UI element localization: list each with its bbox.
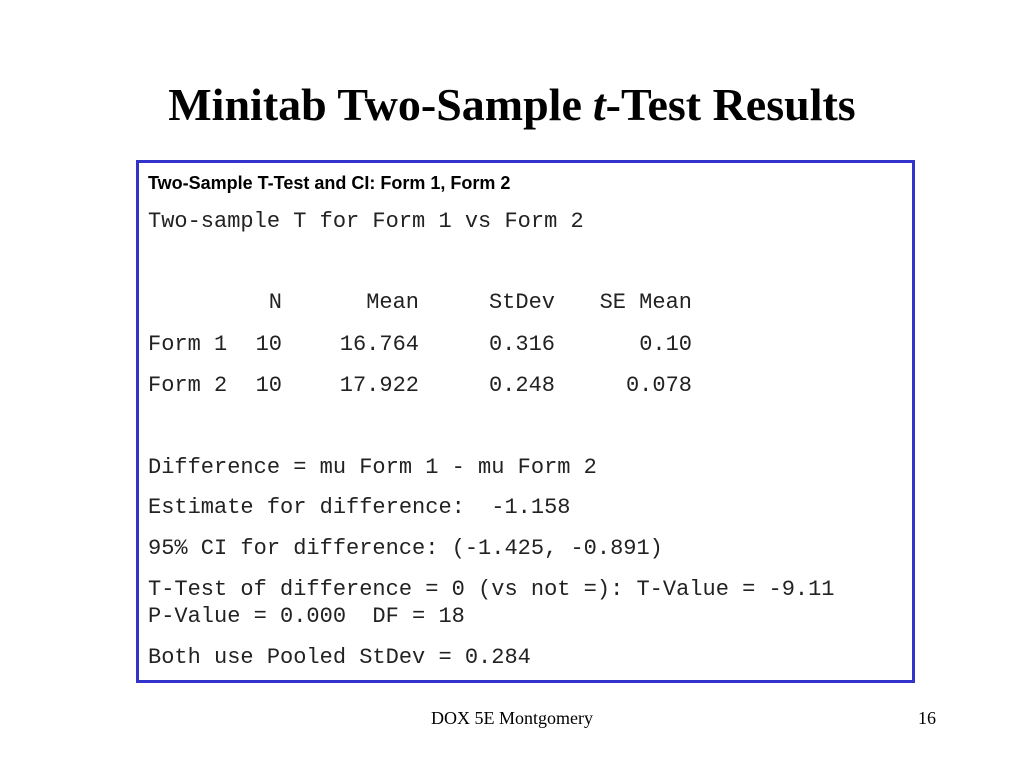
output-heading: Two-Sample T-Test and CI: Form 1, Form 2	[148, 173, 511, 193]
output-line: Difference = mu Form 1 - mu Form 2	[148, 455, 597, 480]
row-label: Form 2	[148, 373, 228, 398]
table-header: SE Mean	[599, 290, 692, 315]
title-text: Minitab Two-Sample	[168, 79, 582, 130]
output-line: Estimate for difference: -1.158	[148, 495, 571, 520]
title-text: -Test Results	[605, 79, 856, 130]
table-cell: 0.316	[488, 332, 555, 357]
output-line: T-Test of difference = 0 (vs not =): T-V…	[148, 577, 835, 602]
table-cell: 0.10	[639, 332, 692, 357]
output-line: 95% CI for difference: (-1.425, -0.891)	[148, 536, 663, 561]
table-header: StDev	[488, 290, 555, 315]
output-line: Both use Pooled StDev = 0.284	[148, 645, 531, 670]
table-cell: 0.078	[625, 373, 692, 398]
table-cell: 0.248	[488, 373, 555, 398]
footer-text: DOX 5E Montgomery	[431, 708, 593, 728]
output-box	[136, 160, 915, 683]
table-header: N	[268, 290, 282, 315]
table-cell: 16.764	[339, 332, 419, 357]
table-cell: 10	[255, 373, 282, 398]
table-cell: 17.922	[339, 373, 419, 398]
slide-title: Minitab Two-Sample t-Test Results	[0, 78, 1024, 131]
table-cell: 10	[255, 332, 282, 357]
page-number: 16	[918, 708, 936, 728]
table-header: Mean	[366, 290, 419, 315]
row-label: Form 1	[148, 332, 228, 357]
output-line: P-Value = 0.000 DF = 18	[148, 604, 465, 629]
output-line: Two-sample T for Form 1 vs Form 2	[148, 209, 584, 234]
title-italic: t	[592, 79, 606, 130]
